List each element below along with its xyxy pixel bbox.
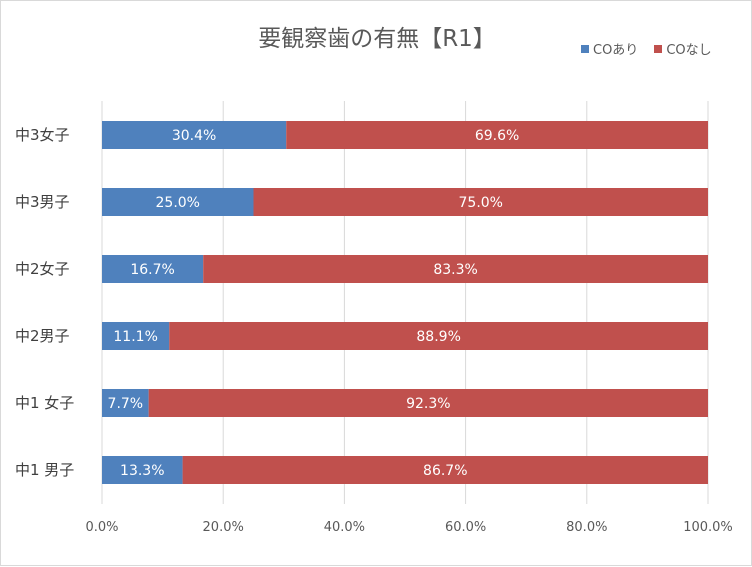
category-label: 中2男子 — [15, 327, 70, 345]
bar-co-ari — [102, 456, 183, 484]
legend-label-co-ari: COあり — [593, 43, 639, 58]
legend-swatch-co-nashi — [654, 44, 663, 53]
legend-item-co-ari: COあり — [581, 39, 638, 58]
bar-co-ari — [102, 121, 287, 149]
bar-co-ari — [102, 322, 170, 350]
data-label: 13.3% — [120, 463, 164, 479]
data-label: 83.3% — [433, 262, 477, 278]
bar-co-nashi — [182, 456, 708, 484]
x-tick-label: 20.0% — [203, 520, 244, 535]
x-tick-label: 60.0% — [445, 520, 486, 535]
legend: COあり COなし — [581, 39, 712, 58]
x-tick-label: 0.0% — [85, 520, 118, 535]
data-label: 86.7% — [423, 463, 467, 479]
data-label: 92.3% — [406, 396, 450, 412]
data-label: 7.7% — [108, 396, 144, 412]
data-label: 11.1% — [113, 329, 157, 345]
data-label: 30.4% — [172, 128, 216, 144]
category-label: 中3男子 — [15, 193, 70, 211]
chart-title: 要観察歯の有無【R1】 — [258, 26, 496, 52]
bar-co-nashi — [203, 255, 708, 283]
legend-label-co-nashi: COなし — [666, 43, 712, 58]
bar-co-nashi — [148, 389, 709, 417]
category-label: 中3女子 — [15, 126, 70, 144]
category-label: 中1 女子 — [15, 394, 74, 412]
data-label: 25.0% — [156, 195, 200, 211]
legend-swatch-co-ari — [581, 44, 589, 53]
bar-co-nashi — [169, 322, 709, 350]
data-label: 88.9% — [416, 329, 460, 345]
bar-co-nashi — [253, 188, 708, 216]
x-tick-label: 100.0% — [683, 520, 733, 535]
data-label: 75.0% — [459, 195, 503, 211]
legend-item-co-nashi: COなし — [654, 39, 712, 58]
category-label: 中2女子 — [15, 260, 70, 278]
bar-co-ari — [102, 389, 149, 417]
x-tick-label: 80.0% — [566, 520, 607, 535]
x-tick-label: 40.0% — [324, 520, 365, 535]
bar-co-nashi — [286, 121, 708, 149]
data-label: 69.6% — [475, 128, 519, 144]
bar-co-ari — [102, 255, 204, 283]
bar-co-ari — [102, 188, 254, 216]
category-label: 中1 男子 — [15, 461, 74, 479]
data-label: 16.7% — [130, 262, 174, 278]
